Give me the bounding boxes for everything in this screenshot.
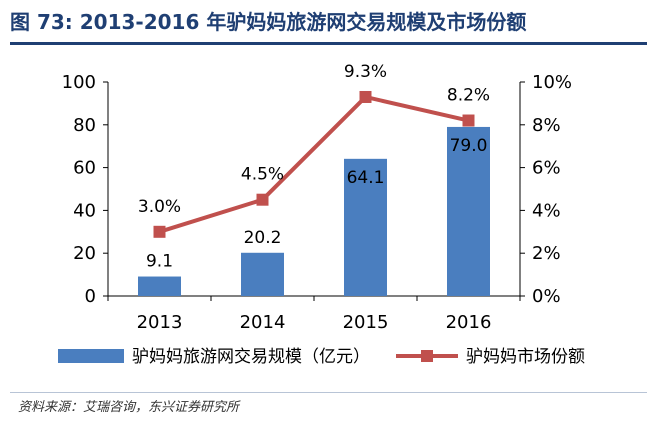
- bar-data-label: 20.2: [244, 228, 282, 248]
- line-marker: [256, 193, 269, 206]
- x-tick-label: 2016: [446, 312, 492, 333]
- x-tick-label: 2013: [137, 312, 183, 333]
- legend: 驴妈妈旅游网交易规模（亿元） 驴妈妈市场份额: [58, 347, 585, 367]
- share-line: [158, 94, 469, 234]
- data-labels: 9.1 20.2 64.1 79.0 3.0% 4.5% 9.3% 8.2%: [138, 62, 490, 272]
- y-right-tick-label: 2%: [532, 243, 561, 264]
- y-right-tick-label: 0%: [532, 286, 561, 307]
- legend-line-label: 驴妈妈市场份额: [466, 347, 585, 367]
- x-tick-label: 2014: [240, 312, 286, 333]
- bar: [344, 158, 387, 296]
- y-right-tick-label: 8%: [532, 115, 561, 136]
- combo-chart: 0 20 40 60 80 100 0% 2% 4% 6% 8% 10% 2013 2014 2015 201…: [58, 62, 585, 367]
- line-data-label: 8.2%: [447, 86, 490, 106]
- y-left-tick-label: 60: [73, 158, 96, 179]
- line-series: [153, 90, 475, 238]
- bar: [241, 252, 284, 296]
- bar-data-label: 79.0: [450, 136, 488, 156]
- legend-bar-label: 驴妈妈旅游网交易规模（亿元）: [132, 347, 370, 367]
- y-left-tick-label: 80: [73, 115, 96, 136]
- chart-title: 图 73: 2013-2016 年驴妈妈旅游网交易规模及市场份额: [10, 10, 527, 34]
- y-left-tick-label: 0: [85, 286, 96, 307]
- bar: [447, 126, 490, 296]
- line-marker: [359, 90, 372, 103]
- y-right-tick-label: 4%: [532, 200, 561, 221]
- bar: [138, 276, 181, 296]
- y-left-tick-label: 100: [62, 72, 96, 93]
- source-rule: [10, 392, 647, 393]
- line-marker: [462, 114, 475, 127]
- bar-data-label: 9.1: [146, 252, 173, 272]
- source-note: 资料来源：艾瑞咨询，东兴证券研究所: [18, 400, 240, 415]
- bar-series: [138, 126, 490, 296]
- y-right-tick-label: 10%: [532, 72, 572, 93]
- y-left-tick-label: 20: [73, 243, 96, 264]
- legend-bar-swatch: [58, 349, 124, 363]
- line-data-label: 3.0%: [138, 197, 181, 217]
- axes: 0 20 40 60 80 100 0% 2% 4% 6% 8% 10% 2013 2014 2015 201…: [62, 72, 572, 333]
- x-tick-label: 2015: [343, 312, 389, 333]
- y-left-tick-label: 40: [73, 200, 96, 221]
- bar-data-label: 64.1: [347, 168, 385, 188]
- line-data-label: 4.5%: [241, 165, 284, 185]
- line-data-label: 9.3%: [344, 62, 387, 82]
- legend-line-marker: [421, 350, 433, 362]
- line-marker: [153, 225, 166, 238]
- y-right-tick-label: 6%: [532, 158, 561, 179]
- title-rule: [10, 42, 647, 45]
